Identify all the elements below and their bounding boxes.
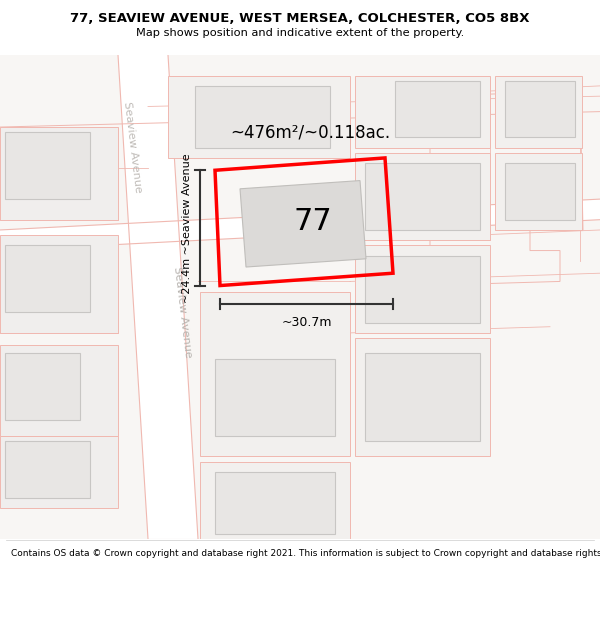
Polygon shape [5, 354, 80, 421]
Polygon shape [365, 354, 480, 441]
Polygon shape [0, 436, 118, 508]
Text: ~24.4m ~Seaview Avenue: ~24.4m ~Seaview Avenue [182, 153, 192, 302]
Polygon shape [495, 76, 582, 148]
Text: Seaview Avenue: Seaview Avenue [172, 266, 194, 359]
Polygon shape [355, 338, 490, 456]
Polygon shape [215, 472, 335, 534]
Text: ~30.7m: ~30.7m [281, 316, 332, 329]
Text: Seaview Avenue: Seaview Avenue [122, 101, 143, 194]
Polygon shape [5, 246, 90, 312]
Polygon shape [5, 132, 90, 199]
Polygon shape [195, 86, 330, 148]
Polygon shape [0, 345, 118, 436]
Polygon shape [0, 235, 118, 333]
Polygon shape [355, 152, 490, 240]
Polygon shape [355, 76, 490, 148]
Polygon shape [0, 199, 600, 251]
Polygon shape [365, 163, 480, 230]
Polygon shape [505, 163, 575, 219]
Text: Map shows position and indicative extent of the property.: Map shows position and indicative extent… [136, 29, 464, 39]
Polygon shape [365, 256, 480, 322]
Polygon shape [240, 181, 366, 267]
Polygon shape [200, 292, 350, 456]
Polygon shape [495, 152, 582, 230]
Polygon shape [200, 461, 350, 539]
Text: 77: 77 [294, 208, 332, 236]
Polygon shape [118, 55, 198, 539]
Polygon shape [215, 359, 335, 436]
Polygon shape [395, 81, 480, 138]
Text: Contains OS data © Crown copyright and database right 2021. This information is : Contains OS data © Crown copyright and d… [11, 549, 600, 558]
Polygon shape [168, 76, 350, 158]
Polygon shape [505, 81, 575, 138]
Text: 77, SEAVIEW AVENUE, WEST MERSEA, COLCHESTER, CO5 8BX: 77, SEAVIEW AVENUE, WEST MERSEA, COLCHES… [70, 12, 530, 25]
Text: ~476m²/~0.118ac.: ~476m²/~0.118ac. [230, 123, 390, 141]
Polygon shape [355, 246, 490, 333]
Polygon shape [5, 441, 90, 498]
Polygon shape [0, 127, 118, 219]
